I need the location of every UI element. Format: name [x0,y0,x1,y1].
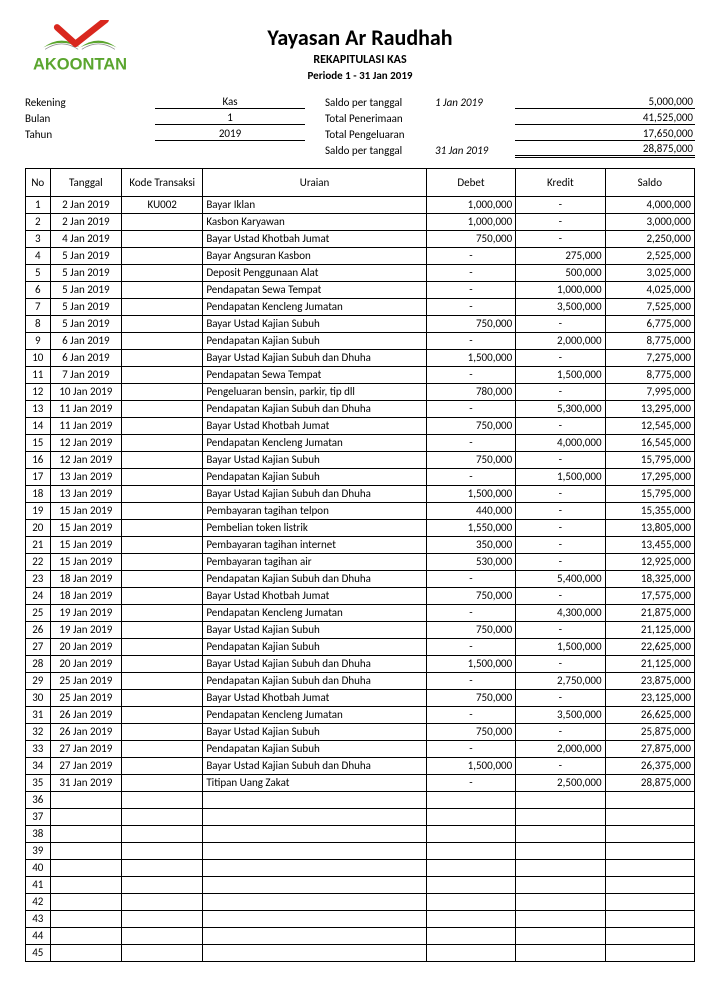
table-row: 2619 Jan 2019Bayar Ustad Kajian Subuh750… [26,622,695,639]
table-row: 38 [26,826,695,843]
rekening-label: Rekening [25,96,85,109]
pengeluaran-value: 17,650,000 [515,127,695,141]
table-row: 37 [26,809,695,826]
saldo-awal-label: Saldo per tanggal [325,96,435,109]
bulan-value: 1 [155,111,305,125]
tahun-label: Tahun [25,128,85,141]
table-row: 1813 Jan 2019Bayar Ustad Kajian Subuh da… [26,486,695,503]
table-row: 85 Jan 2019Bayar Ustad Kajian Subuh750,0… [26,316,695,333]
table-row: 55 Jan 2019Deposit Penggunaan Alat-500,0… [26,265,695,282]
transactions-table: No Tanggal Kode Transaksi Uraian Debet K… [25,168,695,962]
table-row: 1915 Jan 2019Pembayaran tagihan telpon44… [26,503,695,520]
pengeluaran-label: Total Pengeluaran [325,128,435,141]
table-row: 40 [26,860,695,877]
col-uraian: Uraian [203,169,426,197]
table-row: 42 [26,894,695,911]
table-row: 65 Jan 2019Pendapatan Sewa Tempat-1,000,… [26,282,695,299]
title-block: Yayasan Ar Raudhah REKAPITULASI KAS Peri… [145,20,575,82]
table-row: 75 Jan 2019Pendapatan Kencleng Jumatan-3… [26,299,695,316]
meta-block: Rekening Kas Bulan 1 Tahun 2019 Saldo pe… [25,94,695,158]
table-header-row: No Tanggal Kode Transaksi Uraian Debet K… [26,169,695,197]
table-row: 96 Jan 2019Pendapatan Kajian Subuh-2,000… [26,333,695,350]
saldo-akhir-label: Saldo per tanggal [325,144,435,157]
col-no: No [26,169,51,197]
report-title: REKAPITULASI KAS [145,53,575,67]
table-row: 3126 Jan 2019Pendapatan Kencleng Jumatan… [26,707,695,724]
header: AKOONTAN Yayasan Ar Raudhah REKAPITULASI… [25,20,695,82]
col-tanggal: Tanggal [50,169,122,197]
bulan-label: Bulan [25,112,85,125]
table-row: 2318 Jan 2019Pendapatan Kajian Subuh dan… [26,571,695,588]
table-row: 36 [26,792,695,809]
logo-text: AKOONTAN [33,56,127,74]
table-row: 2925 Jan 2019Pendapatan Kajian Subuh dan… [26,673,695,690]
table-row: 1210 Jan 2019Pengeluaran bensin, parkir,… [26,384,695,401]
table-row: 3226 Jan 2019Bayar Ustad Kajian Subuh750… [26,724,695,741]
table-row: 2015 Jan 2019Pembelian token listrik1,55… [26,520,695,537]
table-row: 1713 Jan 2019Pendapatan Kajian Subuh-1,5… [26,469,695,486]
penerimaan-label: Total Penerimaan [325,112,435,125]
table-row: 106 Jan 2019Bayar Ustad Kajian Subuh dan… [26,350,695,367]
table-row: 2215 Jan 2019Pembayaran tagihan air530,0… [26,554,695,571]
table-row: 1512 Jan 2019Pendapatan Kencleng Jumatan… [26,435,695,452]
table-row: 12 Jan 2019KU002Bayar Iklan1,000,000-4,0… [26,197,695,214]
saldo-akhir-date: 31 Jan 2019 [435,144,515,157]
meta-left: Rekening Kas Bulan 1 Tahun 2019 [25,94,325,158]
tahun-value: 2019 [155,127,305,141]
table-row: 39 [26,843,695,860]
saldo-akhir-value: 28,875,000 [515,142,695,158]
org-name: Yayasan Ar Raudhah [145,24,575,51]
table-row: 3327 Jan 2019Pendapatan Kajian Subuh-2,0… [26,741,695,758]
col-kredit: Kredit [516,169,605,197]
table-row: 117 Jan 2019Pendapatan Sewa Tempat-1,500… [26,367,695,384]
rekening-value: Kas [155,95,305,109]
table-row: 1411 Jan 2019Bayar Ustad Khotbah Jumat75… [26,418,695,435]
period: Periode 1 - 31 Jan 2019 [145,69,575,82]
col-kode: Kode Transaksi [122,169,203,197]
col-saldo: Saldo [605,169,694,197]
meta-right: Saldo per tanggal 1 Jan 2019 5,000,000 T… [325,94,695,158]
table-row: 1612 Jan 2019Bayar Ustad Kajian Subuh750… [26,452,695,469]
table-row: 3427 Jan 2019Bayar Ustad Kajian Subuh da… [26,758,695,775]
table-row: 44 [26,928,695,945]
table-row: 34 Jan 2019Bayar Ustad Khotbah Jumat750,… [26,231,695,248]
table-row: 41 [26,877,695,894]
table-row: 1311 Jan 2019Pendapatan Kajian Subuh dan… [26,401,695,418]
table-row: 2820 Jan 2019Bayar Ustad Kajian Subuh da… [26,656,695,673]
table-row: 45 [26,945,695,962]
table-row: 3531 Jan 2019Titipan Uang Zakat-2,500,00… [26,775,695,792]
saldo-awal-date: 1 Jan 2019 [435,96,515,109]
saldo-awal-value: 5,000,000 [515,95,695,109]
table-row: 45 Jan 2019Bayar Angsuran Kasbon-275,000… [26,248,695,265]
col-debet: Debet [426,169,515,197]
table-row: 2418 Jan 2019Bayar Ustad Khotbah Jumat75… [26,588,695,605]
table-row: 22 Jan 2019Kasbon Karyawan1,000,000-3,00… [26,214,695,231]
table-row: 3025 Jan 2019Bayar Ustad Khotbah Jumat75… [26,690,695,707]
table-row: 2720 Jan 2019Pendapatan Kajian Subuh-1,5… [26,639,695,656]
table-row: 2519 Jan 2019Pendapatan Kencleng Jumatan… [26,605,695,622]
table-row: 2115 Jan 2019Pembayaran tagihan internet… [26,537,695,554]
table-row: 43 [26,911,695,928]
logo: AKOONTAN [25,20,135,78]
penerimaan-value: 41,525,000 [515,111,695,125]
